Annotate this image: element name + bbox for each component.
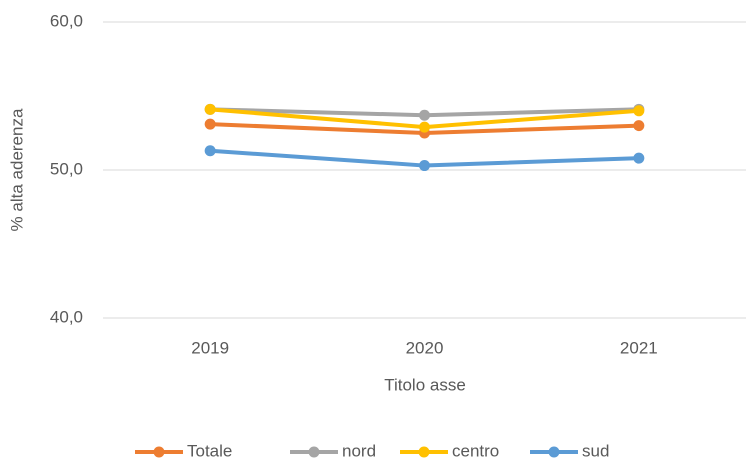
y-tick-label: 50,0 [50, 159, 83, 178]
legend-marker [418, 446, 430, 458]
data-point [204, 145, 216, 157]
data-point [419, 160, 430, 172]
legend-label: centro [452, 441, 499, 460]
y-tick-label: 60,0 [50, 11, 83, 30]
data-point [204, 103, 216, 115]
legend-label: nord [342, 441, 376, 460]
legend-label: Totale [187, 441, 232, 460]
legend-label: sud [582, 441, 609, 460]
x-tick-label: 2021 [620, 338, 658, 357]
legend-marker [308, 446, 320, 458]
data-point [633, 105, 645, 117]
data-point [633, 152, 645, 164]
x-tick-label: 2019 [191, 338, 229, 357]
data-point [633, 120, 645, 132]
x-tick-label: 2020 [406, 338, 444, 357]
legend-marker [153, 446, 165, 458]
x-axis-title: Titolo asse [384, 375, 466, 394]
y-axis-title: % alta aderenza [7, 108, 26, 231]
data-point [419, 109, 430, 121]
data-point [204, 118, 216, 130]
legend-marker [548, 446, 560, 458]
data-point [419, 121, 430, 133]
y-tick-label: 40,0 [50, 307, 83, 326]
